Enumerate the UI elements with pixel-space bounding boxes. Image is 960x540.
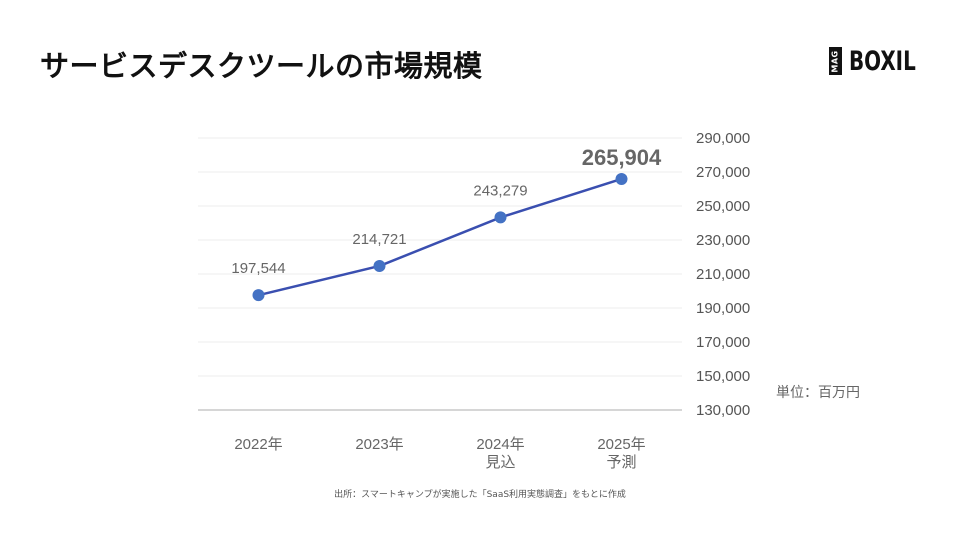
y-tick-label: 290,000 (696, 130, 750, 147)
data-label: 214,721 (352, 231, 406, 248)
data-label: 197,544 (231, 260, 285, 277)
data-label: 243,279 (473, 182, 527, 199)
data-point (373, 259, 386, 272)
x-tick-label: 2023年 (355, 436, 403, 453)
unit-label: 単位：百万円 (776, 385, 860, 401)
y-tick-label: 170,000 (696, 334, 750, 351)
x-tick-label: 2024年 (476, 436, 524, 453)
page-title: サービスデスクツールの市場規模 (40, 49, 483, 83)
source-note: 出所：スマートキャンプが実施した「SaaS利用実態調査」をもとに作成 (334, 490, 626, 500)
data-point (252, 289, 265, 302)
data-labels: 197,544 214,721 243,279 265,904 (231, 145, 662, 277)
x-tick-label: 予測 (606, 454, 636, 471)
x-tick-label: 2022年 (234, 436, 282, 453)
y-tick-label: 130,000 (696, 402, 750, 419)
x-tick-label: 2025年 (597, 436, 645, 453)
data-label: 265,904 (582, 145, 662, 170)
y-tick-label: 250,000 (696, 198, 750, 215)
brand-name: BOXIL (849, 45, 916, 77)
y-tick-label: 230,000 (696, 232, 750, 249)
y-tick-label: 270,000 (696, 164, 750, 181)
data-markers (252, 172, 628, 302)
boxil-mag-logo: MAG BOXIL (829, 45, 930, 77)
x-tick-label: 見込 (485, 454, 515, 471)
data-point (615, 172, 628, 185)
y-tick-label: 210,000 (696, 266, 750, 283)
gridlines (198, 137, 682, 411)
y-axis-ticks: 290,000 270,000 250,000 230,000 210,000 190,0… (696, 130, 750, 419)
data-point (494, 211, 507, 224)
mag-badge: MAG (829, 47, 842, 75)
y-tick-label: 190,000 (696, 300, 750, 317)
y-tick-label: 150,000 (696, 368, 750, 385)
series-line (258, 177, 622, 297)
